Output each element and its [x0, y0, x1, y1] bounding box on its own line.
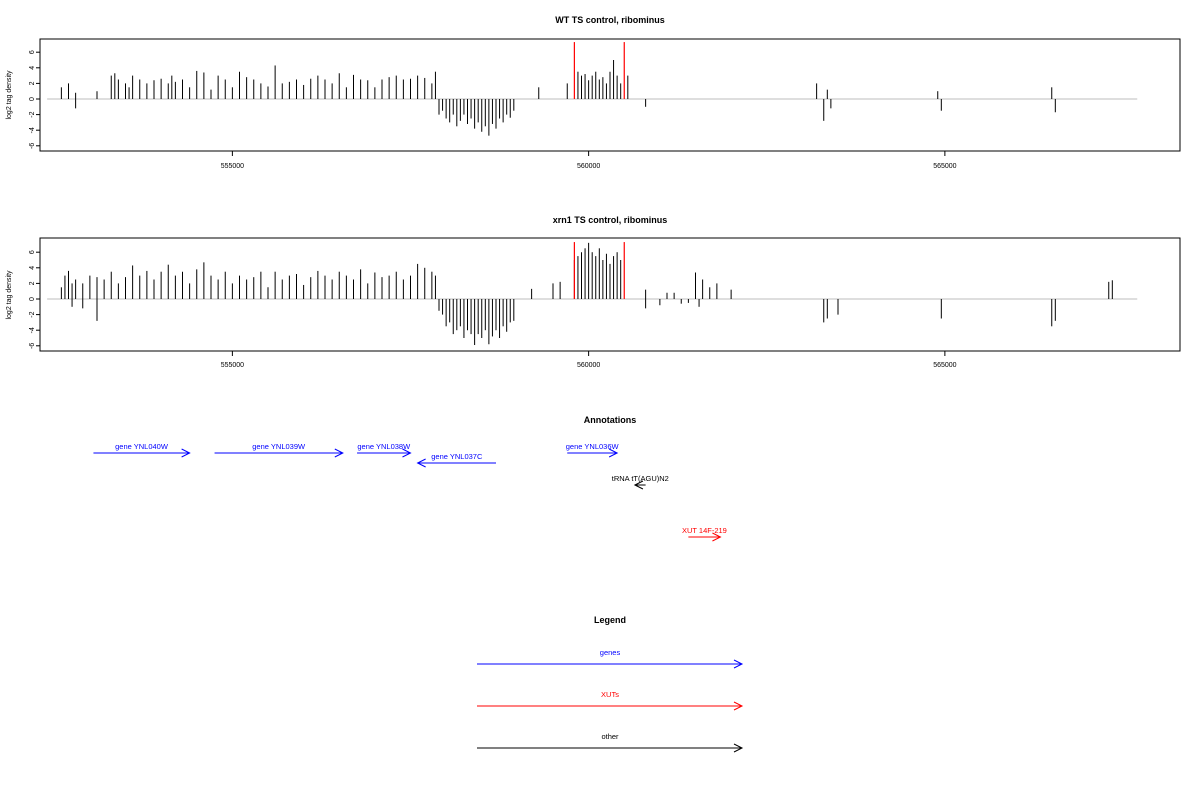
feature-arrowhead	[334, 448, 344, 458]
xrn1-y-ticks: -6 -4 -2 0 2 4 6	[29, 250, 40, 349]
annotation-feature[interactable]: gene YNL036W	[566, 442, 620, 458]
xrn1-x-tick-label: 555000	[221, 362, 244, 369]
wt-markers	[573, 42, 625, 99]
feature-arrowhead	[712, 532, 722, 542]
wt-y-tick-label: -2	[29, 111, 36, 117]
feature-label: gene YNL038W	[357, 442, 411, 451]
legend-item-other: other	[477, 732, 744, 753]
annotation-feature[interactable]: gene YNL039W	[214, 442, 344, 458]
feature-arrowhead	[181, 448, 191, 458]
feature-label: gene YNL036W	[566, 442, 620, 451]
annotation-feature[interactable]: tRNA tT(AGU)N2	[612, 474, 669, 490]
xrn1-y-tick-label: 6	[29, 250, 36, 254]
feature-arrowhead	[608, 448, 619, 458]
wt-y-tick-label: 0	[29, 97, 36, 101]
legend-item-genes: genes	[477, 648, 744, 669]
annotation-feature[interactable]: gene YNL037C	[416, 452, 496, 468]
feature-label: XUT 14F-219	[682, 526, 727, 535]
xrn1-y-tick-label: 4	[29, 266, 36, 270]
feature-label: gene YNL039W	[252, 442, 306, 451]
wt-x-tick-label: 555000	[221, 163, 244, 170]
wt-x-ticks: 555000 560000 565000	[221, 151, 957, 170]
feature-label: gene YNL040W	[115, 442, 169, 451]
wt-y-tick-label: 6	[29, 50, 36, 54]
legend-label: other	[601, 732, 619, 741]
xrn1-y-tick-label: -4	[29, 327, 36, 333]
wt-track-panel: WT TS control, ribominus log2 tag densit…	[6, 15, 1181, 170]
annotation-feature[interactable]: XUT 14F-219	[682, 526, 727, 542]
xrn1-density-bars	[60, 242, 1113, 346]
feature-label: gene YNL037C	[431, 452, 483, 461]
annotations-title: Annotations	[584, 415, 637, 425]
legend-arrowhead	[733, 701, 744, 711]
feature-arrowhead	[402, 448, 412, 458]
xrn1-x-tick-label: 565000	[933, 362, 956, 369]
legend-arrowhead	[733, 743, 744, 753]
feature-arrowhead	[416, 458, 426, 468]
legend-label: genes	[600, 648, 621, 657]
xrn1-x-ticks: 555000 560000 565000	[221, 351, 957, 369]
wt-x-tick-label: 560000	[577, 163, 600, 170]
xrn1-y-tick-label: -6	[29, 343, 36, 349]
wt-y-tick-label: -4	[29, 127, 36, 133]
xrn1-markers	[573, 242, 625, 299]
xrn1-track-panel: xrn1 TS control, ribominus log2 tag dens…	[6, 215, 1181, 369]
legend-label: XUTs	[601, 690, 619, 699]
wt-x-tick-label: 565000	[933, 163, 956, 170]
legend-item-xuts: XUTs	[477, 690, 744, 711]
wt-track-title: WT TS control, ribominus	[555, 15, 665, 25]
legend-title: Legend	[594, 615, 626, 625]
wt-y-axis-label: log2 tag density	[6, 70, 13, 120]
wt-density-bars	[60, 60, 1056, 136]
wt-plot-frame	[39, 38, 1181, 152]
wt-y-tick-label: -6	[29, 143, 36, 149]
xrn1-track-title: xrn1 TS control, ribominus	[553, 215, 668, 225]
wt-y-tick-label: 4	[29, 66, 36, 70]
legend-items: genes XUTs other	[477, 648, 744, 753]
xrn1-x-tick-label: 560000	[577, 362, 600, 369]
annotation-feature[interactable]: gene YNL040W	[93, 442, 191, 458]
feature-label: tRNA tT(AGU)N2	[612, 474, 669, 483]
annotations-panel: Annotations gene YNL040W gene YNL039W gene…	[93, 415, 727, 542]
annotation-features: gene YNL040W gene YNL039W gene YNL038W gene…	[93, 442, 727, 542]
xrn1-y-axis-label: log2 tag density	[6, 270, 13, 320]
wt-y-ticks: -6 -4 -2 0 2 4 6	[29, 50, 40, 149]
wt-y-tick-label: 2	[29, 81, 36, 85]
annotation-feature[interactable]: gene YNL038W	[357, 442, 412, 458]
xrn1-y-tick-label: 2	[29, 281, 36, 285]
xrn1-y-tick-label: 0	[29, 297, 36, 301]
legend-panel: Legend genes XUTs other	[477, 615, 744, 753]
legend-arrowhead	[733, 659, 744, 669]
xrn1-plot-frame	[39, 237, 1181, 352]
xrn1-y-tick-label: -2	[29, 311, 36, 317]
feature-arrowhead	[633, 480, 644, 490]
